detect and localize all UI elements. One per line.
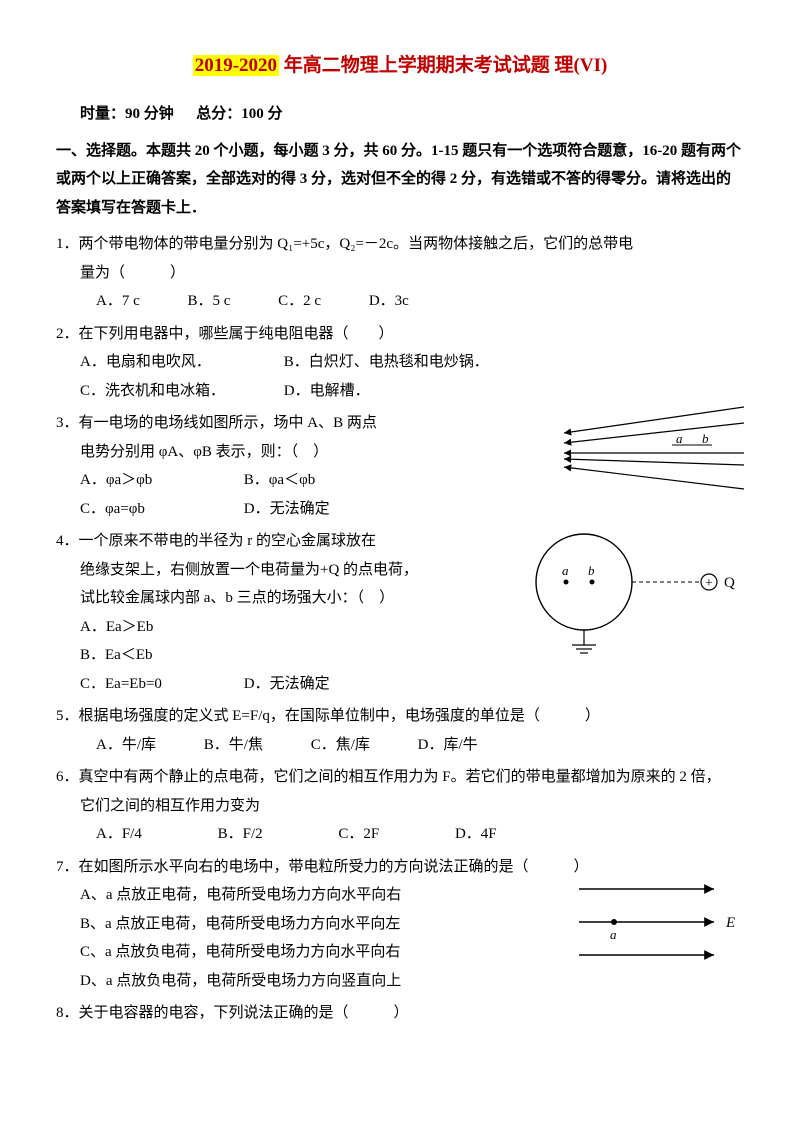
q7-figure: a E [574, 877, 744, 967]
q2-opt-d: D．电解槽． [284, 383, 370, 399]
question-5: 5．根据电场强度的定义式 E=F/q，在国际单位制中，电场强度的单位是（ ） A… [56, 702, 744, 759]
q3-figure: a b [544, 403, 744, 493]
q3-opt-c: C．φa=φb [80, 495, 240, 524]
q4-opt-d: D．无法确定 [244, 676, 330, 692]
q6-opt-b: B．F/2 [218, 820, 263, 849]
q5-opt-b: B．牛/焦 [204, 731, 263, 760]
q4-label-q: Q [724, 575, 735, 591]
total-value: 100 分 [241, 106, 282, 122]
q8-stem: 8．关于电容器的电容，下列说法正确的是（ ） [56, 999, 744, 1028]
q6-opt-d: D．4F [455, 820, 497, 849]
uniform-field-icon: a E [574, 877, 744, 967]
total-label: 总分： [196, 106, 241, 122]
q4-opt-c: C．Ea=Eb=0 [80, 670, 240, 699]
q4-options-row: C．Ea=Eb=0 D．无法确定 [56, 670, 744, 699]
q1-options: A．7 c B．5 c C．2 c D．3c [56, 287, 744, 316]
q7-label-e: E [725, 915, 735, 931]
q5-options: A．牛/库 B．牛/焦 C．焦/库 D．库/牛 [56, 731, 744, 760]
q6-options: A．F/4 B．F/2 C．2F D．4F [56, 820, 744, 849]
q3-opt-a: A．φa＞φb [80, 466, 240, 495]
exam-meta: 时量：90 分钟 总分：100 分 [80, 100, 744, 129]
q2-opt-c: C．洗衣机和电冰箱． [80, 377, 280, 406]
q5-stem: 5．根据电场强度的定义式 E=F/q，在国际单位制中，电场强度的单位是（ ） [56, 702, 744, 731]
q2-options-row2: C．洗衣机和电冰箱． D．电解槽． [56, 377, 744, 406]
q6-stem1: 6．真空中有两个静止的点电荷，它们之间的相互作用力为 F。若它们的带电量都增加为… [56, 763, 744, 792]
q6-opt-c: C．2F [338, 820, 379, 849]
q2-stem: 2．在下列用电器中，哪些属于纯电阻电器（ ） [56, 320, 744, 349]
q3-label-a: a [676, 431, 683, 446]
q4-label-a: a [562, 563, 569, 578]
q6-stem2: 它们之间的相互作用力变为 [56, 792, 744, 821]
q5-opt-d: D．库/牛 [418, 731, 478, 760]
question-6: 6．真空中有两个静止的点电荷，它们之间的相互作用力为 F。若它们的带电量都增加为… [56, 763, 744, 849]
q2-options-row1: A．电扇和电吹风． B．白炽灯、电热毯和电炒锅． [56, 348, 744, 377]
instructions: 一、选择题。本题共 20 个小题，每小题 3 分，共 60 分。1-15 题只有… [56, 137, 744, 223]
q3-opt-b: B．φa＜φb [244, 472, 315, 488]
question-2: 2．在下列用电器中，哪些属于纯电阻电器（ ） A．电扇和电吹风． B．白炽灯、电… [56, 320, 744, 406]
question-4: a b + Q 4．一个原来不带电的半径为 r 的空心金属球放在 绝缘支架上，右… [56, 527, 744, 698]
title-highlight: 2019-2020 [193, 55, 279, 76]
q1-stem2: 量为（ ） [56, 259, 744, 288]
q3-label-b: b [702, 431, 709, 446]
question-3: a b 3．有一电场的电场线如图所示，场中 A、B 两点 电势分别用 φA、φB… [56, 409, 744, 523]
q1-stem: 1．两个带电物体的带电量分别为 Q₁=+5c，Q₂=－2c。当两物体接触之后，它… [56, 230, 744, 259]
q4-label-b: b [588, 563, 595, 578]
q4-figure: a b + Q [524, 527, 744, 657]
sphere-charge-icon: a b + Q [524, 527, 744, 657]
q3-options-row2: C．φa=φb D．无法确定 [56, 495, 744, 524]
field-lines-icon: a b [544, 403, 744, 493]
q4-plus: + [705, 576, 713, 591]
q5-opt-a: A．牛/库 [96, 731, 156, 760]
question-8: 8．关于电容器的电容，下列说法正确的是（ ） [56, 999, 744, 1028]
q7-opt-d: D、a 点放负电荷，电荷所受电场力方向竖直向上 [56, 967, 744, 996]
q1-opt-b: B．5 c [188, 287, 231, 316]
q1-opt-a: A．7 c [96, 287, 140, 316]
q1-opt-c: C．2 c [278, 287, 321, 316]
exam-title: 2019-2020 年高二物理上学期期末考试试题 理(VI) [56, 48, 744, 84]
q5-opt-c: C．焦/库 [311, 731, 370, 760]
duration-label: 时量： [80, 106, 125, 122]
duration-value: 90 分钟 [125, 106, 174, 122]
question-1: 1．两个带电物体的带电量分别为 Q₁=+5c，Q₂=－2c。当两物体接触之后，它… [56, 230, 744, 316]
q1-opt-d: D．3c [369, 287, 409, 316]
q2-opt-a: A．电扇和电吹风． [80, 348, 280, 377]
q7-label-a: a [610, 927, 617, 942]
title-rest: 年高二物理上学期期末考试试题 理(VI) [279, 55, 607, 76]
q2-opt-b: B．白炽灯、电热毯和电炒锅． [284, 354, 489, 370]
question-7: a E 7．在如图所示水平向右的电场中，带电粒所受力的方向说法正确的是（ ） A… [56, 853, 744, 996]
q3-opt-d: D．无法确定 [244, 501, 330, 517]
q6-opt-a: A．F/4 [96, 820, 142, 849]
